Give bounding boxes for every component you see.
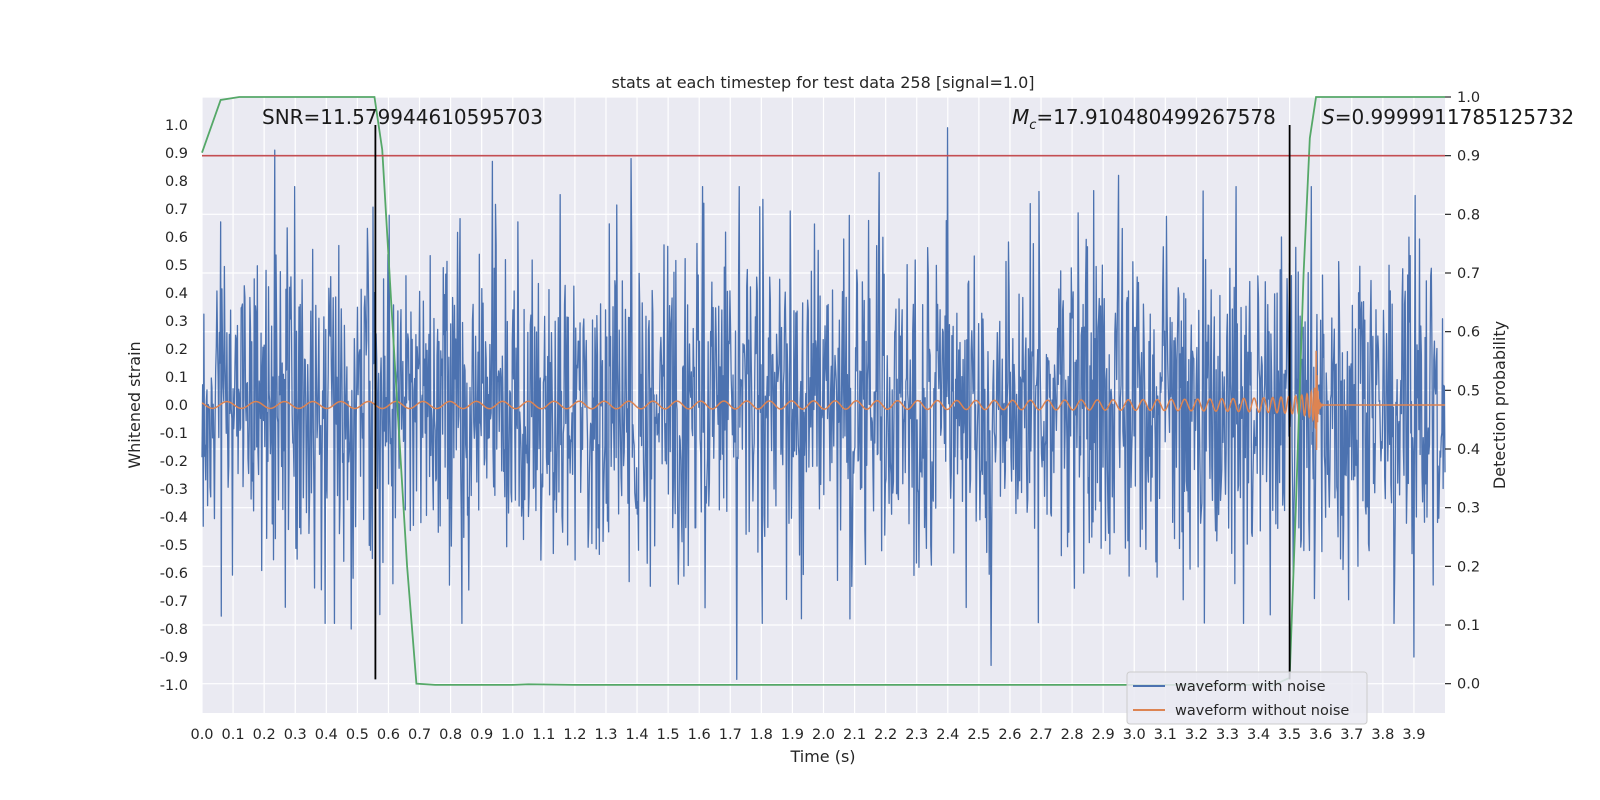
y-tick-label-14: 0.4 (165, 286, 188, 302)
y-right-tick-label-3: 0.3 (1457, 501, 1480, 517)
y-right-tick-label-2: 0.2 (1457, 559, 1480, 575)
chirp-mass-annotation: Mc=17.910480499267578 (1012, 105, 1276, 133)
y-right-tick-label-7: 0.7 (1457, 266, 1480, 282)
y-tick-label-9: -0.1 (160, 426, 188, 442)
x-tick-label-7: 0.7 (408, 727, 431, 743)
x-tick-label-4: 0.4 (315, 727, 338, 743)
x-tick-label-2: 0.2 (253, 727, 276, 743)
x-tick-label-0: 0.0 (190, 727, 213, 743)
x-tick-label-18: 1.8 (750, 727, 773, 743)
y-tick-label-4: -0.6 (160, 566, 188, 582)
series-waveform-with-noise (201, 127, 1446, 681)
y-tick-label-3: -0.7 (160, 594, 188, 610)
x-tick-label-9: 0.9 (470, 727, 493, 743)
x-tick-label-32: 3.2 (1185, 727, 1208, 743)
x-tick-label-22: 2.2 (874, 727, 897, 743)
chirp-mass-symbol: M (1012, 105, 1029, 129)
y-tick-label-11: 0.1 (165, 370, 188, 386)
y-right-tick-label-4: 0.4 (1457, 442, 1480, 458)
x-tick-label-6: 0.6 (377, 727, 400, 743)
x-tick-label-5: 0.5 (346, 727, 369, 743)
snr-annotation: SNR=11.579944610595703 (262, 105, 543, 129)
chirp-mass-subscript: c (1029, 118, 1036, 133)
y-tick-label-1: -0.9 (160, 650, 188, 666)
y-right-tick-label-0: 0.0 (1457, 677, 1480, 693)
y-tick-label-6: -0.4 (160, 510, 188, 526)
detection-stat-annotation: S=0.9999911785125732 (1322, 105, 1574, 129)
x-tick-label-38: 3.8 (1371, 727, 1394, 743)
x-tick-label-34: 3.4 (1247, 727, 1270, 743)
x-tick-label-36: 3.6 (1309, 727, 1332, 743)
y-axis-ticks: -1.0 -0.9 -0.8 -0.7 -0.6 -0.5 -0.4 -0.3 -0.2 -0.1… (160, 118, 188, 694)
x-tick-label-10: 1.0 (501, 727, 524, 743)
y-tick-label-20: 1.0 (165, 118, 188, 134)
x-tick-label-15: 1.5 (657, 727, 680, 743)
x-tick-label-21: 2.1 (843, 727, 866, 743)
series-waveform-without-noise (201, 350, 1445, 450)
y-tick-label-17: 0.7 (165, 202, 188, 218)
y-right-tick-label-6: 0.6 (1457, 325, 1480, 341)
x-tick-label-19: 1.9 (781, 727, 804, 743)
y-tick-label-5: -0.5 (160, 538, 188, 554)
y-tick-label-18: 0.8 (165, 174, 188, 190)
y-tick-label-12: 0.2 (165, 342, 188, 358)
detection-stat-symbol: S (1322, 105, 1335, 129)
legend-label-clean: waveform without noise (1175, 703, 1349, 719)
y-right-tick-label-10: 1.0 (1457, 90, 1480, 106)
x-tick-label-1: 0.1 (222, 727, 245, 743)
x-tick-label-35: 3.5 (1278, 727, 1301, 743)
x-tick-label-37: 3.7 (1340, 727, 1363, 743)
x-tick-label-29: 2.9 (1092, 727, 1115, 743)
detection-stat-value: =0.9999911785125732 (1335, 105, 1574, 129)
line-waveform-with-noise (201, 127, 1446, 681)
series-detection-probability (201, 96, 1445, 686)
y-tick-label-16: 0.6 (165, 230, 188, 246)
y-tick-label-10: 0.0 (165, 398, 188, 414)
x-axis-ticks: 0.0 0.1 0.2 0.3 0.4 0.5 0.6 0.7 0.8 0.9 1.0 1.1 1.2 1… (190, 727, 1425, 743)
line-detection-probability (201, 96, 1445, 686)
y-axis-label: Whitened strain (125, 341, 144, 468)
x-tick-label-11: 1.1 (532, 727, 555, 743)
chart-title: stats at each timestep for test data 258… (611, 73, 1034, 92)
y-axis-right-label: Detection probability (1490, 321, 1509, 489)
x-tick-label-20: 2.0 (812, 727, 835, 743)
y-right-tick-label-1: 0.1 (1457, 618, 1480, 634)
y-tick-label-19: 0.9 (165, 146, 188, 162)
x-tick-label-3: 0.3 (284, 727, 307, 743)
x-tick-label-14: 1.4 (626, 727, 649, 743)
y-right-tick-label-9: 0.9 (1457, 149, 1480, 165)
x-tick-label-16: 1.6 (688, 727, 711, 743)
y-right-tick-label-5: 0.5 (1457, 383, 1480, 399)
x-tick-label-13: 1.3 (594, 727, 617, 743)
y-tick-label-15: 0.5 (165, 258, 188, 274)
legend-label-noise: waveform with noise (1175, 679, 1326, 695)
chirp-mass-value: =17.910480499267578 (1036, 105, 1275, 129)
x-tick-label-27: 2.7 (1029, 727, 1052, 743)
line-waveform-without-noise (201, 350, 1445, 450)
x-axis-label: Time (s) (789, 747, 855, 766)
x-tick-label-17: 1.7 (719, 727, 742, 743)
x-tick-label-33: 3.3 (1216, 727, 1239, 743)
legend: waveform with noise waveform without noi… (1126, 671, 1368, 725)
y-tick-label-8: -0.2 (160, 454, 188, 470)
x-tick-label-24: 2.4 (936, 727, 959, 743)
x-tick-label-8: 0.8 (439, 727, 462, 743)
x-tick-label-25: 2.5 (967, 727, 990, 743)
x-tick-label-39: 3.9 (1402, 727, 1425, 743)
x-tick-label-30: 3.0 (1123, 727, 1146, 743)
y-axis-right-ticks: 0.0 0.1 0.2 0.3 0.4 0.5 0.6 0.7 0.8 0.9 1.0 (1445, 90, 1480, 693)
y-tick-label-2: -0.8 (160, 622, 188, 638)
x-tick-label-31: 3.1 (1154, 727, 1177, 743)
y-tick-label-13: 0.3 (165, 314, 188, 330)
y-tick-label-0: -1.0 (160, 678, 188, 694)
x-tick-label-12: 1.2 (563, 727, 586, 743)
x-tick-label-23: 2.3 (905, 727, 928, 743)
y-right-tick-label-8: 0.8 (1457, 207, 1480, 223)
y-tick-label-7: -0.3 (160, 482, 188, 498)
x-tick-label-26: 2.6 (998, 727, 1021, 743)
x-tick-label-28: 2.8 (1061, 727, 1084, 743)
vertical-marker-lines (374, 125, 1291, 680)
legend-box (1126, 671, 1368, 725)
